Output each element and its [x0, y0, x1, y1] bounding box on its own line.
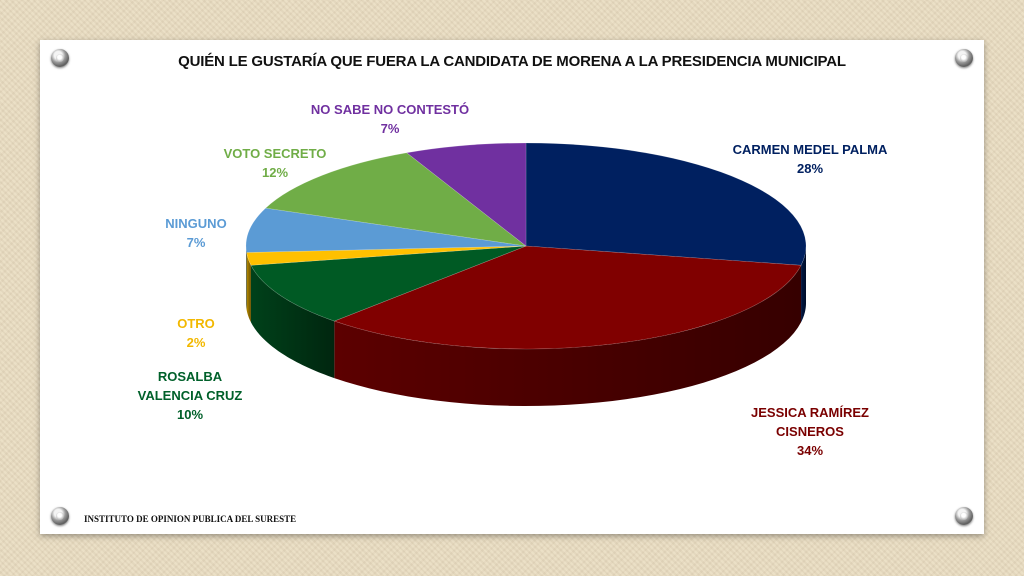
slice-label-ninguno: NINGUNO 7% — [136, 214, 256, 252]
slice-label-value: 7% — [380, 121, 400, 136]
slice-label-name: ROSALBA VALENCIA CRUZ — [137, 369, 243, 403]
bottom-left-screw-icon — [51, 507, 69, 525]
pie-slice-rosalba-valencia-cruz — [250, 245, 527, 322]
slice-label-name: NO SABE NO CONTESTÓ — [310, 102, 470, 117]
slice-label-voto-secreto: VOTO SECRETO 12% — [200, 144, 350, 182]
pie-side-jessica-ramirez-cisneros — [334, 265, 802, 406]
chart-board: QUIÉN LE GUSTARÍA QUE FUERA LA CANDIDATA… — [40, 40, 984, 534]
slice-label-value: 10% — [176, 407, 204, 422]
pie-slice-jessica-ramirez-cisneros — [333, 245, 802, 350]
pie-side-carmen-medel-palma — [801, 246, 806, 323]
slice-label-value: 7% — [186, 235, 206, 250]
slice-label-value: 12% — [261, 165, 289, 180]
top-left-screw-icon — [51, 49, 69, 67]
slice-label-rosalba-valencia-cruz: ROSALBA VALENCIA CRUZ 10% — [100, 367, 280, 424]
slice-label-value: 34% — [796, 443, 824, 458]
pie-side-otro — [246, 252, 251, 323]
slice-label-jessica-ramirez-cisneros: JESSICA RAMÍREZ CISNEROS 34% — [710, 403, 910, 460]
pie-side-ninguno — [246, 246, 247, 310]
pie-slice-no-sabe-no-contesto — [406, 142, 527, 247]
slice-label-name: NINGUNO — [165, 216, 227, 231]
chart-title: QUIÉN LE GUSTARÍA QUE FUERA LA CANDIDATA… — [178, 53, 846, 70]
slice-label-value: 28% — [796, 161, 824, 176]
pie-slice-ninguno — [245, 207, 527, 253]
slice-label-name: CARMEN MEDEL PALMA — [732, 142, 888, 157]
pie-slice-otro — [246, 245, 527, 266]
slice-label-carmen-medel-palma: CARMEN MEDEL PALMA 28% — [700, 140, 920, 178]
slice-label-otro: OTRO 2% — [156, 314, 236, 352]
slice-label-no-sabe-no-contesto: NO SABE NO CONTESTÓ 7% — [275, 100, 505, 138]
bottom-right-screw-icon — [955, 507, 973, 525]
pie-side-rosalba-valencia-cruz — [250, 265, 335, 379]
slice-label-name: VOTO SECRETO — [223, 146, 327, 161]
slice-label-name: JESSICA RAMÍREZ CISNEROS — [751, 405, 869, 439]
footer-source: INSTITUTO DE OPINION PUBLICA DEL SURESTE — [84, 514, 297, 524]
pie-slice-voto-secreto — [264, 152, 528, 247]
slice-label-value: 2% — [186, 335, 206, 350]
top-right-screw-icon — [955, 49, 973, 67]
pie-slice-carmen-medel-palma — [525, 142, 807, 266]
slice-label-name: OTRO — [177, 316, 215, 331]
pie-chart — [245, 142, 807, 406]
